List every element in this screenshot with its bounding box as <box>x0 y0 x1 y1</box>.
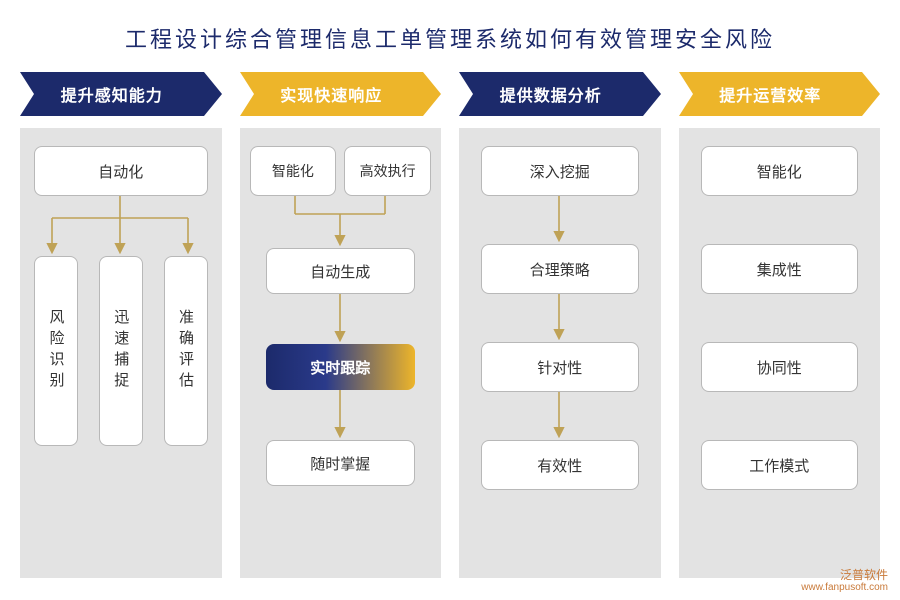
col1-child-1: 迅速捕捉 <box>99 256 143 446</box>
col3-conn-2 <box>459 294 661 344</box>
watermark: 泛普软件 www.fanpusoft.com <box>801 568 888 594</box>
col2-pair-1: 高效执行 <box>344 146 431 196</box>
col2-header-label: 实现快速响应 <box>240 72 424 116</box>
col1-body: 自动化 风险识别 迅速捕捉 准确评估 <box>20 128 222 578</box>
col3-item-3: 有效性 <box>481 440 639 490</box>
col3-body: 深入挖掘 合理策略 针对性 有效性 <box>459 128 661 578</box>
col2-chain-2: 随时掌握 <box>266 440 416 486</box>
col3-conn-3 <box>459 392 661 442</box>
col2-chain-0: 自动生成 <box>266 248 416 294</box>
columns-container: 提升感知能力 自动化 风险识别 迅速捕捉 准确评估 实现快速响应 <box>0 72 900 578</box>
col2-chain-1-highlight: 实时跟踪 <box>266 344 416 390</box>
col2-connector-3 <box>240 390 442 444</box>
col4-item-3: 工作模式 <box>701 440 859 490</box>
col1-top-box: 自动化 <box>34 146 208 196</box>
col3-item-0: 深入挖掘 <box>481 146 639 196</box>
col2-body: 智能化 高效执行 自动生成 实时跟踪 随时掌握 <box>240 128 442 578</box>
col2-connector-2 <box>240 294 442 348</box>
column-2: 实现快速响应 智能化 高效执行 自动生成 实时跟踪 随时掌握 <box>240 72 442 578</box>
col3-header: 提供数据分析 <box>459 72 661 116</box>
col3-conn-1 <box>459 196 661 246</box>
col4-body: 智能化 集成性 协同性 工作模式 <box>679 128 881 578</box>
column-1: 提升感知能力 自动化 风险识别 迅速捕捉 准确评估 <box>20 72 222 578</box>
col2-pair-0: 智能化 <box>250 146 337 196</box>
col3-header-label: 提供数据分析 <box>459 72 643 116</box>
col2-header: 实现快速响应 <box>240 72 442 116</box>
watermark-url: www.fanpusoft.com <box>801 582 888 594</box>
col4-header: 提升运营效率 <box>679 72 881 116</box>
col3-item-1: 合理策略 <box>481 244 639 294</box>
column-3: 提供数据分析 深入挖掘 合理策略 针对性 有效性 <box>459 72 661 578</box>
column-4: 提升运营效率 智能化 集成性 协同性 工作模式 <box>679 72 881 578</box>
col1-header: 提升感知能力 <box>20 72 222 116</box>
col4-item-0: 智能化 <box>701 146 859 196</box>
col4-header-label: 提升运营效率 <box>679 72 863 116</box>
col4-item-1: 集成性 <box>701 244 859 294</box>
col4-item-2: 协同性 <box>701 342 859 392</box>
page-title: 工程设计综合管理信息工单管理系统如何有效管理安全风险 <box>0 0 900 72</box>
col1-child-0: 风险识别 <box>34 256 78 446</box>
col3-item-2: 针对性 <box>481 342 639 392</box>
col1-child-2: 准确评估 <box>164 256 208 446</box>
col1-header-label: 提升感知能力 <box>20 72 204 116</box>
watermark-brand: 泛普软件 <box>840 568 888 582</box>
